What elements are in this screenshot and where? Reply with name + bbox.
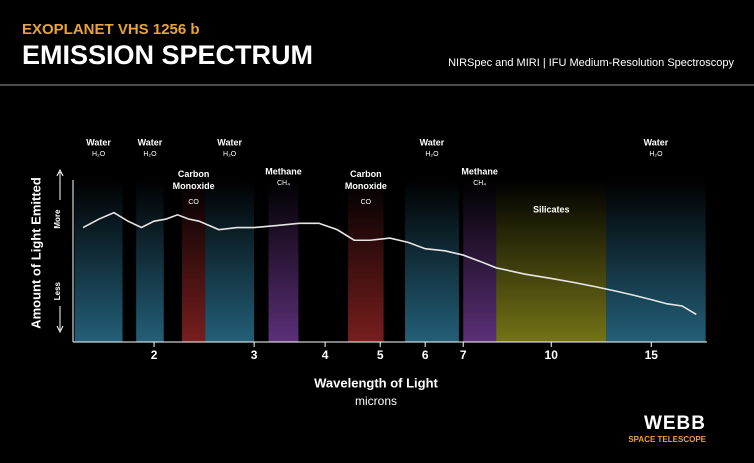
band-label-line: Monoxide <box>345 181 387 191</box>
x-tick-label: 4 <box>322 348 329 362</box>
x-tick-label: 5 <box>377 348 384 362</box>
arrow-up-head <box>56 168 64 177</box>
y-tick-label: More <box>53 209 62 229</box>
kicker: EXOPLANET VHS 1256 b <box>22 21 200 38</box>
band-formula: H₂O <box>92 151 106 158</box>
y-tick-label: Less <box>53 281 62 300</box>
band <box>136 180 164 342</box>
x-tick-label: 7 <box>460 348 467 362</box>
x-tick-label: 6 <box>422 348 429 362</box>
band <box>405 180 459 342</box>
x-tick-label: 2 <box>151 348 158 362</box>
band-formula: H₂O <box>143 151 157 158</box>
subtitle: NIRSpec and MIRI | IFU Medium-Resolution… <box>448 57 734 69</box>
x-tick-label: 3 <box>251 348 258 362</box>
band-label-line: Monoxide <box>173 181 215 191</box>
band <box>348 180 384 342</box>
x-axis-unit: microns <box>355 394 397 408</box>
band-formula: CO <box>361 199 372 206</box>
x-tick-label: 10 <box>545 348 559 362</box>
band <box>496 180 607 342</box>
band-label: Water <box>138 137 163 147</box>
band <box>205 180 255 342</box>
logo-name: WEBB <box>644 413 706 434</box>
band-label: Carbon Monoxide <box>345 169 387 191</box>
band-formula: CH₄ <box>277 180 290 187</box>
band <box>74 180 123 342</box>
band-formula: H₂O <box>425 151 439 158</box>
band-formula: H₂O <box>223 151 237 158</box>
logo-tagline: SPACE TELESCOPE <box>628 435 706 444</box>
band-formula: H₂O <box>649 151 663 158</box>
y-axis-title: Amount of Light Emitted <box>28 177 43 329</box>
band <box>606 180 706 342</box>
band <box>268 180 299 342</box>
x-tick-label: 15 <box>645 348 659 362</box>
band-label: Silicates <box>533 204 570 214</box>
band-label: Water <box>644 137 669 147</box>
band-label: Methane <box>265 166 302 176</box>
band-label: Methane <box>461 166 498 176</box>
spectrum-line <box>82 211 697 316</box>
band-label-line: Carbon <box>350 169 382 179</box>
band-label: Water <box>217 137 242 147</box>
band-label: Water <box>420 137 445 147</box>
band-formula: CH₄ <box>473 180 486 187</box>
band-label: Water <box>86 137 111 147</box>
band-label-line: Carbon <box>178 169 210 179</box>
band-label: Carbon Monoxide <box>173 169 215 191</box>
title: EMISSION SPECTRUM <box>22 40 313 70</box>
band-formula: CO <box>188 199 199 206</box>
arrow-down-head <box>56 325 64 334</box>
x-axis-title: Wavelength of Light <box>314 375 438 390</box>
